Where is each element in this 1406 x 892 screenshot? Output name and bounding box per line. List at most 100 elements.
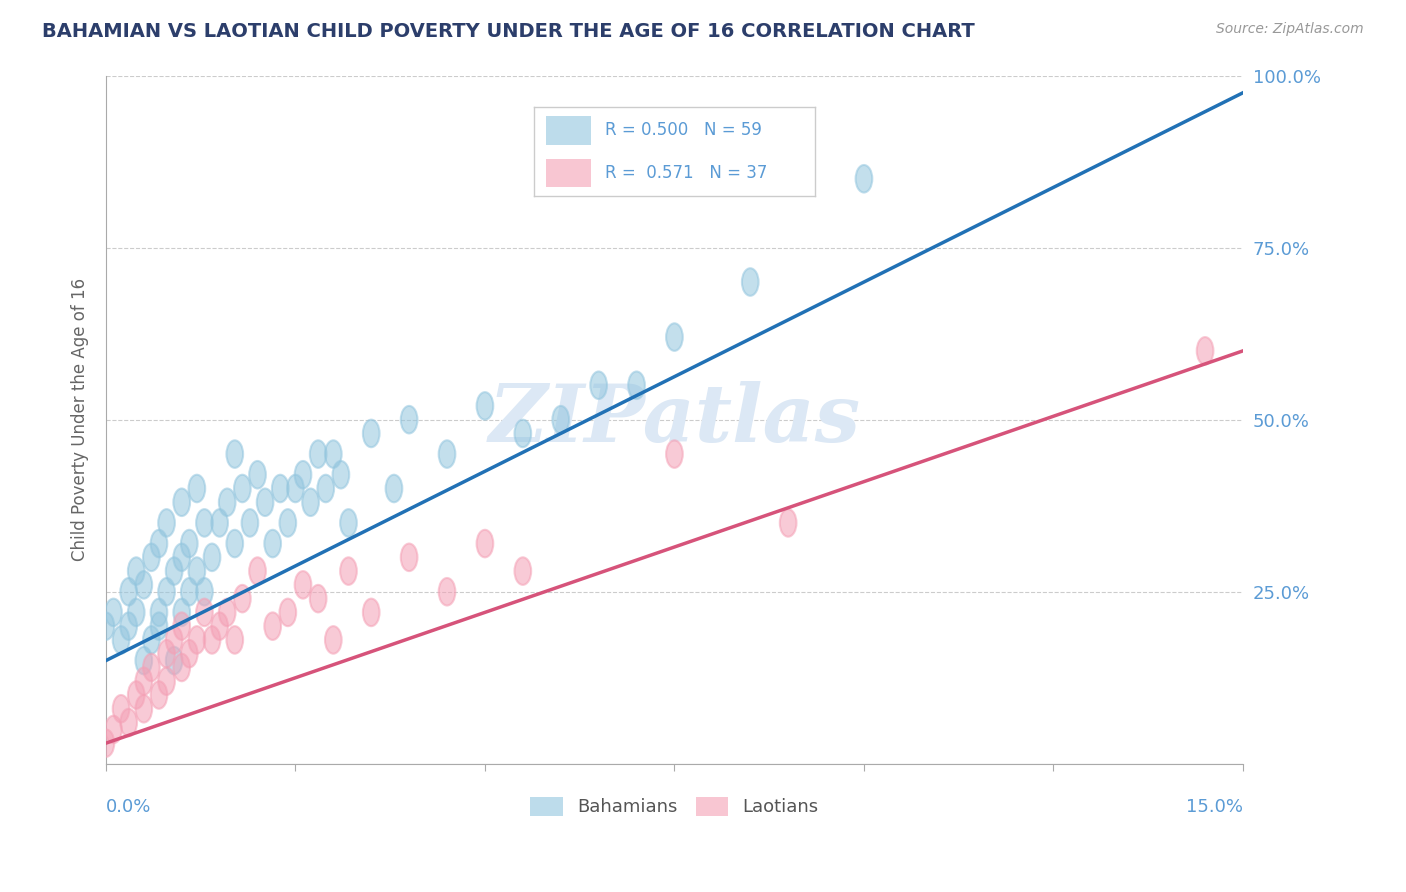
Ellipse shape <box>105 599 122 626</box>
Ellipse shape <box>295 571 311 599</box>
Text: Source: ZipAtlas.com: Source: ZipAtlas.com <box>1216 22 1364 37</box>
Bar <box>546 159 591 187</box>
Ellipse shape <box>401 543 418 571</box>
Ellipse shape <box>159 578 174 606</box>
Ellipse shape <box>135 647 152 674</box>
Ellipse shape <box>173 599 190 626</box>
Ellipse shape <box>219 599 236 626</box>
Ellipse shape <box>280 509 297 537</box>
Ellipse shape <box>325 441 342 467</box>
Ellipse shape <box>302 489 319 516</box>
Ellipse shape <box>181 578 198 606</box>
Ellipse shape <box>363 419 380 447</box>
Ellipse shape <box>188 475 205 502</box>
Ellipse shape <box>318 475 335 502</box>
Ellipse shape <box>628 371 645 399</box>
Ellipse shape <box>204 543 221 571</box>
Ellipse shape <box>385 475 402 502</box>
Y-axis label: Child Poverty Under the Age of 16: Child Poverty Under the Age of 16 <box>72 278 89 561</box>
Ellipse shape <box>173 613 190 640</box>
Ellipse shape <box>340 558 357 585</box>
Ellipse shape <box>128 681 145 709</box>
Ellipse shape <box>135 667 152 695</box>
Ellipse shape <box>173 543 190 571</box>
Ellipse shape <box>166 558 183 585</box>
Bar <box>546 116 591 145</box>
Ellipse shape <box>780 509 796 537</box>
Text: R =  0.571   N = 37: R = 0.571 N = 37 <box>605 164 766 182</box>
Ellipse shape <box>280 599 297 626</box>
Ellipse shape <box>188 558 205 585</box>
Ellipse shape <box>309 441 326 467</box>
Ellipse shape <box>112 626 129 654</box>
Ellipse shape <box>150 613 167 640</box>
Ellipse shape <box>112 695 129 723</box>
Ellipse shape <box>181 530 198 558</box>
Text: R = 0.500   N = 59: R = 0.500 N = 59 <box>605 121 762 139</box>
Ellipse shape <box>219 489 236 516</box>
Ellipse shape <box>121 709 136 736</box>
Ellipse shape <box>226 441 243 467</box>
Ellipse shape <box>128 558 145 585</box>
Ellipse shape <box>439 441 456 467</box>
Ellipse shape <box>195 578 212 606</box>
Ellipse shape <box>1197 337 1213 365</box>
Ellipse shape <box>135 571 152 599</box>
Ellipse shape <box>856 165 872 193</box>
Text: ZIPatlas: ZIPatlas <box>488 381 860 458</box>
Ellipse shape <box>249 558 266 585</box>
Ellipse shape <box>121 578 136 606</box>
Ellipse shape <box>233 585 250 613</box>
Ellipse shape <box>195 509 212 537</box>
Text: BAHAMIAN VS LAOTIAN CHILD POVERTY UNDER THE AGE OF 16 CORRELATION CHART: BAHAMIAN VS LAOTIAN CHILD POVERTY UNDER … <box>42 22 974 41</box>
Legend: Bahamians, Laotians: Bahamians, Laotians <box>523 789 825 823</box>
Ellipse shape <box>257 489 273 516</box>
Ellipse shape <box>159 509 174 537</box>
Ellipse shape <box>295 461 311 489</box>
Ellipse shape <box>159 640 174 667</box>
Ellipse shape <box>97 613 114 640</box>
Ellipse shape <box>135 695 152 723</box>
Ellipse shape <box>188 626 205 654</box>
Ellipse shape <box>264 613 281 640</box>
Text: 0.0%: 0.0% <box>105 798 152 816</box>
Ellipse shape <box>515 419 531 447</box>
Ellipse shape <box>477 392 494 419</box>
Ellipse shape <box>553 406 569 434</box>
Ellipse shape <box>166 647 183 674</box>
Ellipse shape <box>591 371 607 399</box>
Ellipse shape <box>143 654 160 681</box>
Ellipse shape <box>121 613 136 640</box>
Ellipse shape <box>173 654 190 681</box>
Ellipse shape <box>363 599 380 626</box>
Ellipse shape <box>150 599 167 626</box>
Ellipse shape <box>287 475 304 502</box>
Ellipse shape <box>181 640 198 667</box>
Ellipse shape <box>143 626 160 654</box>
Ellipse shape <box>105 715 122 743</box>
Ellipse shape <box>477 530 494 558</box>
Ellipse shape <box>211 613 228 640</box>
Ellipse shape <box>439 578 456 606</box>
Ellipse shape <box>401 406 418 434</box>
Ellipse shape <box>150 681 167 709</box>
Ellipse shape <box>159 667 174 695</box>
Ellipse shape <box>271 475 288 502</box>
Ellipse shape <box>150 530 167 558</box>
Ellipse shape <box>333 461 349 489</box>
Ellipse shape <box>666 441 683 467</box>
Ellipse shape <box>195 599 212 626</box>
Ellipse shape <box>97 730 114 757</box>
Ellipse shape <box>742 268 759 296</box>
Ellipse shape <box>340 509 357 537</box>
Ellipse shape <box>226 626 243 654</box>
Ellipse shape <box>233 475 250 502</box>
Ellipse shape <box>166 626 183 654</box>
Ellipse shape <box>204 626 221 654</box>
Ellipse shape <box>173 489 190 516</box>
Ellipse shape <box>128 599 145 626</box>
Ellipse shape <box>249 461 266 489</box>
Text: 15.0%: 15.0% <box>1187 798 1243 816</box>
Ellipse shape <box>211 509 228 537</box>
Ellipse shape <box>242 509 259 537</box>
